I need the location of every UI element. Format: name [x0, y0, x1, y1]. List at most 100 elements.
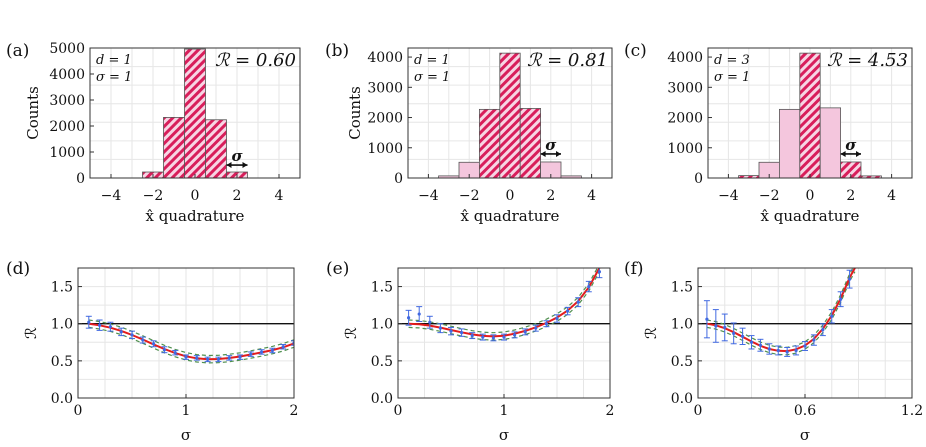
x-tick-label: 0	[74, 403, 83, 419]
y-tick-label: 2000	[49, 119, 85, 135]
y-tick-label: 1.0	[671, 317, 693, 333]
sigma-arrow-head-left	[840, 150, 846, 157]
x-tick-label: 4	[275, 188, 284, 204]
panel-label: (f)	[624, 259, 644, 279]
sigma-arrow-head-right	[242, 162, 248, 169]
data-point	[195, 356, 199, 360]
x-tick-label: 0	[191, 188, 200, 204]
y-tick-label: 0.5	[51, 354, 73, 370]
panel-label: (b)	[325, 41, 349, 61]
y-tick-label: 1.5	[51, 280, 73, 296]
theory-curve	[88, 322, 294, 361]
histogram-bar	[205, 119, 227, 179]
y-tick-label: 3000	[49, 93, 85, 109]
x-tick-label: 2	[606, 403, 615, 419]
x-tick-label: −4	[418, 188, 439, 204]
x-tick-label: 0.6	[794, 403, 816, 419]
y-tick-label: 2000	[667, 111, 703, 127]
panel-f: 0 0.6 1.2 0.0 0.5 1.0 1.5 σ ℛ (f)	[624, 259, 923, 444]
data-point	[758, 343, 763, 347]
x-tick-label: 0	[694, 403, 703, 419]
param-d: d = 1	[414, 53, 450, 68]
data-point	[523, 330, 527, 334]
x-axis-title: σ	[800, 426, 810, 444]
data-point	[839, 297, 843, 301]
data-point	[555, 316, 559, 321]
data-point	[812, 338, 816, 342]
x-axis-title: σ	[181, 426, 191, 444]
panel-label: (e)	[326, 259, 349, 279]
x-tick-label: 1	[182, 403, 191, 419]
data-point	[438, 326, 442, 330]
x-tick-label: 2	[846, 188, 855, 204]
y-tick-label: 1.0	[371, 317, 393, 333]
data-point	[576, 300, 580, 304]
plot-area	[78, 315, 294, 364]
band-upper	[706, 268, 854, 348]
x-tick-label: 0	[394, 403, 403, 419]
plot-area	[398, 268, 610, 342]
data-point	[534, 326, 538, 330]
y-tick-label: 4000	[367, 50, 403, 66]
histogram-bar	[799, 52, 821, 179]
data-point	[749, 340, 754, 344]
data-point	[141, 338, 145, 342]
data-point	[587, 284, 591, 289]
y-tick-label: 2000	[367, 111, 403, 127]
y-tick-label: 0.0	[671, 391, 693, 407]
data-point	[705, 317, 709, 321]
histogram-bar	[779, 108, 801, 179]
y-tick-label: 0	[694, 171, 703, 187]
y-tick-label: 0.5	[371, 354, 393, 370]
data-point	[785, 350, 789, 354]
data-point	[227, 356, 231, 360]
data-point	[449, 329, 453, 333]
histogram-bar	[519, 108, 542, 179]
panel-e: 0 1 2 0.0 0.5 1.0 1.5 σ ℛ (e)	[326, 259, 614, 444]
histogram-bar	[478, 108, 501, 179]
data-point	[776, 348, 780, 353]
histogram-bar	[499, 52, 521, 179]
param-d: d = 1	[96, 53, 132, 68]
x-tick-label: −4	[101, 188, 122, 204]
data-point	[108, 325, 112, 329]
histogram-bar	[184, 48, 206, 179]
x-tick-label: −2	[143, 188, 164, 204]
panel-label: (c)	[624, 41, 647, 61]
x-tick-label: 0	[506, 188, 515, 204]
param-sigma: σ = 1	[714, 70, 750, 85]
data-point	[119, 330, 123, 334]
data-point	[470, 334, 474, 338]
data-point	[714, 324, 718, 328]
data-point	[740, 334, 745, 338]
panel-d: 0 1 2 0.0 0.5 1.0 1.5 σ ℛ (d)	[6, 259, 298, 444]
y-tick-label: 1.0	[51, 317, 73, 333]
y-tick-label: 0.0	[371, 391, 393, 407]
data-point	[513, 333, 517, 337]
data-point	[723, 325, 727, 330]
r-value-annotation: ℛ = 4.53	[827, 50, 908, 71]
data-point	[281, 345, 285, 349]
data-point	[130, 333, 134, 337]
data-point	[184, 355, 188, 359]
y-tick-label: 1000	[667, 141, 703, 157]
x-tick-label: 4	[887, 188, 896, 204]
x-tick-label: 1.2	[901, 403, 923, 419]
histogram-bar	[163, 117, 185, 179]
sigma-arrow-head-right	[556, 150, 561, 157]
x-tick-label: 1	[500, 403, 509, 419]
data-point	[162, 348, 166, 352]
param-d: d = 3	[714, 53, 750, 68]
sigma-label: σ	[545, 136, 557, 154]
data-point	[407, 316, 411, 320]
y-tick-label: 3000	[367, 80, 403, 96]
data-point	[98, 323, 102, 327]
y-tick-label: 3000	[667, 80, 703, 96]
data-point	[249, 352, 253, 356]
histogram-bar	[819, 107, 842, 179]
data-point	[767, 347, 771, 351]
y-axis-title: ℛ	[342, 327, 360, 339]
panel-label: (a)	[6, 41, 29, 61]
data-point	[830, 314, 834, 318]
